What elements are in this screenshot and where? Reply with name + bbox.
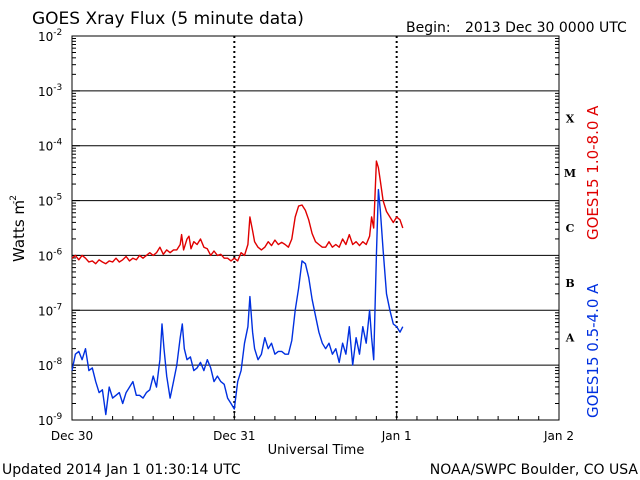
- y-tick-label: 10-5: [38, 193, 62, 209]
- y-tick-mantissa: 10: [38, 359, 53, 373]
- y-tick-label: 10-6: [38, 247, 63, 263]
- y-tick-exponent: -4: [53, 138, 62, 148]
- x-axis-ticks: Dec 30 Dec 31 Jan 1 Jan 2: [51, 412, 574, 443]
- flare-class-b: B: [565, 277, 574, 290]
- x-axis-label: Universal Time: [268, 443, 365, 458]
- legend-red: GOES15 1.0-8.0 A: [584, 105, 602, 240]
- updated-text: Updated 2014 Jan 1 01:30:14 UTC: [2, 462, 241, 478]
- legend-blue: GOES15 0.5-4.0 A: [584, 283, 602, 418]
- y-tick-exponent: -8: [53, 357, 62, 367]
- series-lines: [71, 160, 404, 416]
- y-axis-label-exp: -2: [9, 195, 19, 204]
- y-tick-exponent: -6: [53, 247, 62, 257]
- y-tick-label: 10-4: [38, 138, 63, 154]
- y-tick-exponent: -2: [53, 28, 62, 38]
- begin-label: Begin:: [406, 20, 451, 36]
- series-short-wave: [71, 188, 404, 416]
- flare-class-x: X: [566, 112, 575, 125]
- y-tick-mantissa: 10: [38, 30, 53, 44]
- x-tick-label: Dec 31: [213, 429, 255, 443]
- y-tick-mantissa: 10: [38, 414, 53, 428]
- y-tick-mantissa: 10: [38, 140, 53, 154]
- flare-class-a: A: [565, 332, 575, 345]
- y-tick-mantissa: 10: [38, 304, 53, 318]
- x-tick-label: Jan 1: [381, 429, 412, 443]
- flare-class-c: C: [566, 222, 575, 235]
- legend-red-text: GOES15 1.0-8.0 A: [584, 105, 602, 240]
- y-tick-exponent: -3: [53, 83, 62, 93]
- y-axis-ticks: 10-210-310-410-510-610-710-810-9: [38, 28, 559, 428]
- y-tick-label: 10-2: [38, 28, 62, 44]
- x-tick-label: Dec 30: [51, 429, 93, 443]
- y-tick-mantissa: 10: [38, 85, 53, 99]
- y-axis-label: Watts m -2: [9, 195, 28, 262]
- y-tick-mantissa: 10: [38, 195, 53, 209]
- y-tick-label: 10-3: [38, 83, 62, 99]
- y-tick-label: 10-7: [38, 302, 62, 318]
- y-tick-label: 10-8: [38, 357, 63, 373]
- legend-blue-text: GOES15 0.5-4.0 A: [584, 283, 602, 418]
- chart-title: GOES Xray Flux (5 minute data): [32, 9, 304, 29]
- flare-class-labels: X M C B A: [564, 112, 576, 344]
- credit-text: NOAA/SWPC Boulder, CO USA: [430, 462, 639, 478]
- series-long-wave: [71, 160, 404, 265]
- y-tick-exponent: -9: [53, 412, 62, 422]
- y-tick-exponent: -5: [53, 193, 62, 203]
- y-tick-mantissa: 10: [38, 249, 53, 263]
- y-tick-label: 10-9: [38, 412, 63, 428]
- plot-frame: [71, 35, 560, 421]
- y-axis-label-base: Watts m: [10, 200, 28, 262]
- y-tick-exponent: -7: [53, 302, 62, 312]
- flare-class-m: M: [564, 167, 576, 180]
- begin-value: 2013 Dec 30 0000 UTC: [465, 20, 627, 36]
- gridlines: [72, 36, 559, 420]
- x-tick-label: Jan 2: [543, 429, 574, 443]
